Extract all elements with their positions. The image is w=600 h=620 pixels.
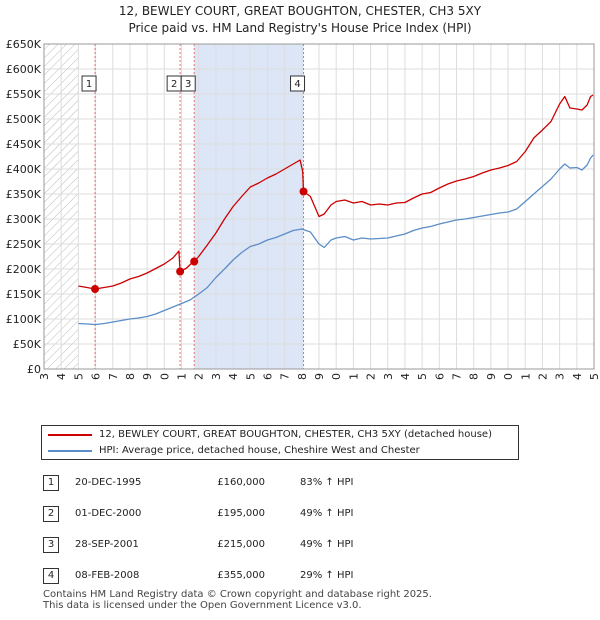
legend-swatch-hpi [48, 450, 92, 452]
x-tick-label: 1998 [124, 373, 137, 380]
sale-row: 4 08-FEB-2008 £355,000 29% ↑ HPI [0, 566, 600, 586]
sale-hpi-change: 49% ↑ HPI [300, 539, 354, 550]
price-chart: 1 2 3 4 £0 £50K £100K £150K £200K £250K £300K £350K… [6, 38, 600, 380]
legend-swatch-property [48, 434, 92, 436]
x-tick-label: 2022 [536, 373, 549, 380]
y-tick-label: £650K [6, 38, 42, 51]
sale-price: £355,000 [217, 570, 265, 581]
x-tick-label: 2023 [554, 373, 567, 380]
x-tick-label: 2012 [365, 373, 378, 380]
x-tick-label: 2004 [227, 373, 240, 380]
sale-number: 3 [43, 537, 59, 553]
y-tick-label: £100K [6, 313, 42, 326]
series-line-hpi [78, 154, 594, 326]
x-tick-label: 2019 [485, 373, 498, 380]
sale-marker [176, 267, 185, 276]
sale-price: £215,000 [217, 539, 265, 550]
sale-label-text: 2 [171, 79, 177, 90]
sale-date: 08-FEB-2008 [75, 570, 140, 581]
sale-label-text: 3 [185, 79, 191, 90]
x-tick-label: 2011 [347, 373, 360, 380]
series-line-property [78, 94, 594, 290]
sale-hpi-change: 49% ↑ HPI [300, 508, 354, 519]
y-tick-label: £450K [6, 138, 42, 151]
sale-hpi-change: 83% ↑ HPI [300, 477, 354, 488]
x-tick-label: 2007 [279, 373, 292, 380]
x-tick-label: 1995 [72, 373, 85, 380]
sale-label-box [180, 75, 196, 92]
sale-marker [190, 257, 199, 266]
sale-label-text: 4 [294, 79, 300, 90]
y-tick-label: £500K [6, 113, 42, 126]
sale-date: 28-SEP-2001 [75, 539, 139, 550]
sale-number: 4 [43, 568, 59, 584]
footer-licence: This data is licensed under the Open Gov… [43, 600, 362, 611]
x-tick-label: 2024 [571, 373, 584, 380]
x-tick-label: 2018 [468, 373, 481, 380]
x-tick-label: 2003 [210, 373, 223, 380]
x-tick-label: 2014 [399, 373, 412, 380]
legend: 12, BEWLEY COURT, GREAT BOUGHTON, CHESTE… [41, 425, 519, 460]
x-tick-label: 2008 [296, 373, 309, 380]
legend-label-hpi: HPI: Average price, detached house, Ches… [99, 445, 420, 456]
legend-label-property: 12, BEWLEY COURT, GREAT BOUGHTON, CHESTE… [99, 429, 492, 440]
highlight-band [194, 44, 304, 369]
y-tick-label: £50K [13, 338, 42, 351]
x-tick-label: 1994 [55, 373, 68, 380]
sale-number: 1 [43, 475, 59, 491]
chart-subtitle: Price paid vs. HM Land Registry's House … [128, 21, 472, 35]
x-tick-label: 2002 [193, 373, 206, 380]
x-tick-label: 2009 [313, 373, 326, 380]
sale-marker [91, 285, 100, 293]
sale-row: 3 28-SEP-2001 £215,000 49% ↑ HPI [0, 535, 600, 555]
x-tick-label: 2000 [158, 373, 171, 380]
x-tick-label: 1996 [90, 373, 103, 380]
x-tick-label: 2025 [588, 373, 600, 380]
footer: Contains HM Land Registry data © Crown c… [43, 589, 432, 611]
plot-border [43, 43, 595, 370]
sale-label-text: 1 [86, 79, 92, 90]
x-tick-label: 1997 [107, 373, 120, 380]
sale-price: £160,000 [217, 477, 265, 488]
x-tick-label: 2021 [519, 373, 532, 380]
y-tick-label: £550K [6, 88, 42, 101]
sale-marker [299, 187, 308, 196]
y-tick-label: £400K [6, 163, 42, 176]
sale-number: 2 [43, 506, 59, 522]
x-tick-label: 2015 [416, 373, 429, 380]
x-tick-label: 2010 [330, 373, 343, 380]
sale-hpi-change: 29% ↑ HPI [300, 570, 354, 581]
x-tick-label: 1999 [141, 373, 154, 380]
sale-label-box [81, 75, 97, 92]
y-tick-label: £200K [6, 263, 42, 276]
sale-price: £195,000 [217, 508, 265, 519]
y-tick-label: £0 [27, 363, 41, 376]
sale-date: 20-DEC-1995 [75, 477, 142, 488]
x-tick-label: 2005 [244, 373, 257, 380]
chart-title: 12, BEWLEY COURT, GREAT BOUGHTON, CHESTE… [118, 4, 482, 18]
x-tick-label: 2020 [502, 373, 515, 380]
sale-label-box [290, 75, 306, 92]
x-tick-label: 2001 [176, 373, 189, 380]
y-tick-label: £600K [6, 63, 42, 76]
y-tick-label: £350K [6, 188, 42, 201]
sale-date: 01-DEC-2000 [75, 508, 142, 519]
sale-row: 1 20-DEC-1995 £160,000 83% ↑ HPI [0, 473, 600, 493]
x-tick-label: 2006 [261, 373, 274, 380]
sale-row: 2 01-DEC-2000 £195,000 49% ↑ HPI [0, 504, 600, 524]
x-tick-label: 2016 [433, 373, 446, 380]
x-tick-label: 1993 [38, 373, 51, 380]
y-tick-label: £300K [6, 213, 42, 226]
y-tick-label: £250K [6, 238, 42, 251]
y-tick-label: £150K [6, 288, 42, 301]
x-tick-label: 2013 [382, 373, 395, 380]
x-tick-label: 2017 [451, 373, 464, 380]
footer-copyright: Contains HM Land Registry data © Crown c… [43, 589, 432, 600]
